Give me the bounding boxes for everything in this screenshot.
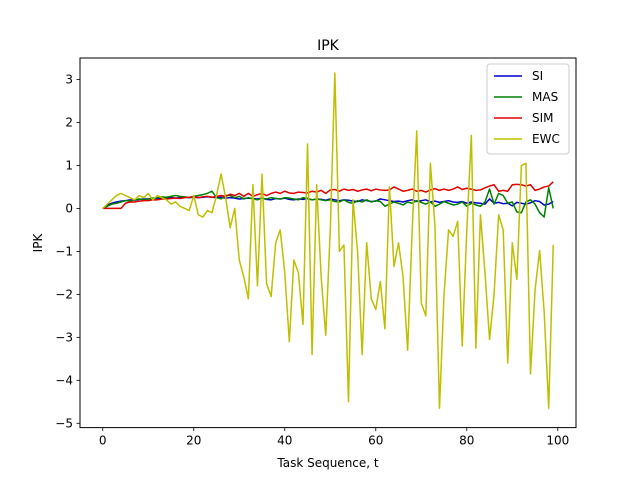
x-tick-label: 80: [459, 434, 474, 448]
plot-frame: [79, 57, 577, 429]
x-tick-label: 0: [99, 434, 107, 448]
y-tick-label: −3: [55, 330, 73, 344]
y-tick-label: −2: [55, 287, 73, 301]
y-tick-label: 2: [65, 115, 73, 129]
y-axis: 3 2 1 0 −1 −2 −3 −4 −5: [55, 72, 80, 430]
legend-box: [486, 63, 570, 155]
legend-label-ewc: EWC: [532, 132, 560, 146]
series-line-mas: [102, 187, 554, 218]
y-tick-label: −4: [55, 373, 73, 387]
y-tick-label: 0: [65, 201, 73, 215]
chart-title: IPK: [317, 38, 340, 54]
x-tick-label: 40: [277, 434, 292, 448]
x-tick-label: 60: [368, 434, 383, 448]
y-tick-label: 1: [65, 158, 73, 172]
x-tick-label: 100: [546, 434, 569, 448]
legend: SI MAS SIM EWC: [486, 63, 570, 155]
legend-label-mas: MAS: [532, 90, 558, 104]
series-line-ewc: [102, 72, 554, 410]
y-tick-label: 3: [65, 72, 73, 86]
x-tick-label: 20: [186, 434, 201, 448]
x-axis: 0 20 40 60 80 100: [99, 427, 569, 448]
series-layer: [102, 72, 554, 410]
legend-label-sim: SIM: [532, 111, 554, 125]
y-axis-title: IPK: [31, 233, 45, 253]
y-tick-label: −1: [55, 244, 73, 258]
series-line-sim: [102, 181, 554, 210]
legend-label-si: SI: [532, 69, 543, 83]
y-tick-label: −5: [55, 416, 73, 430]
x-axis-title: Task Sequence, t: [276, 456, 379, 470]
